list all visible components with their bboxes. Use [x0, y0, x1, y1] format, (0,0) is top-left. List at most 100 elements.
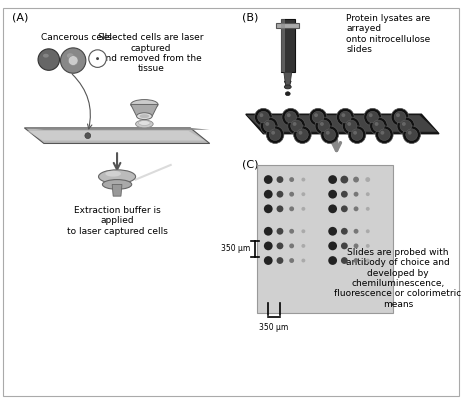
Circle shape [264, 175, 273, 184]
Circle shape [328, 227, 337, 236]
Circle shape [369, 113, 373, 117]
Circle shape [301, 259, 305, 263]
Polygon shape [27, 131, 205, 141]
Circle shape [391, 108, 409, 126]
Circle shape [365, 177, 370, 182]
Circle shape [351, 129, 363, 141]
Ellipse shape [105, 171, 121, 177]
Circle shape [96, 57, 99, 60]
Circle shape [276, 191, 283, 198]
Circle shape [373, 120, 384, 132]
Circle shape [85, 133, 91, 139]
Circle shape [364, 108, 382, 126]
Circle shape [297, 129, 308, 141]
Circle shape [394, 111, 406, 123]
Circle shape [289, 244, 294, 248]
Circle shape [293, 126, 311, 143]
Circle shape [289, 192, 294, 197]
Circle shape [397, 117, 415, 135]
Text: 350 μm: 350 μm [259, 323, 289, 332]
Polygon shape [24, 128, 210, 143]
Circle shape [264, 190, 273, 199]
Circle shape [276, 242, 283, 249]
Text: Selected cells are laser
captured
and removed from the
tissue: Selected cells are laser captured and re… [99, 33, 204, 74]
Circle shape [375, 126, 393, 143]
Circle shape [374, 122, 378, 126]
Ellipse shape [139, 114, 149, 118]
Ellipse shape [138, 120, 150, 125]
Circle shape [260, 117, 278, 135]
Circle shape [282, 108, 300, 126]
Circle shape [289, 177, 294, 182]
Circle shape [328, 190, 337, 199]
FancyArrowPatch shape [72, 74, 92, 129]
Polygon shape [284, 72, 292, 87]
Circle shape [337, 108, 354, 126]
Circle shape [320, 122, 324, 126]
Circle shape [301, 229, 305, 233]
Circle shape [408, 131, 411, 135]
Circle shape [354, 258, 358, 263]
Circle shape [288, 117, 305, 135]
Circle shape [285, 111, 297, 123]
Circle shape [269, 129, 281, 141]
Circle shape [381, 131, 384, 135]
Text: Extraction buffer is
applied
to laser captured cells: Extraction buffer is applied to laser ca… [67, 206, 167, 236]
Circle shape [328, 175, 337, 184]
Circle shape [287, 113, 291, 117]
Circle shape [276, 257, 283, 264]
Circle shape [341, 228, 348, 235]
Circle shape [354, 192, 358, 197]
Circle shape [339, 111, 351, 123]
Text: (C): (C) [242, 159, 258, 169]
Circle shape [328, 204, 337, 213]
Circle shape [366, 259, 370, 263]
Text: (B): (B) [242, 13, 258, 23]
Circle shape [265, 122, 269, 126]
Ellipse shape [102, 179, 132, 189]
Circle shape [342, 117, 360, 135]
Circle shape [264, 242, 273, 250]
Text: Cancerous cells: Cancerous cells [41, 33, 112, 42]
Circle shape [289, 258, 294, 263]
FancyBboxPatch shape [256, 165, 393, 313]
Circle shape [312, 111, 324, 123]
Circle shape [341, 191, 348, 198]
Circle shape [328, 256, 337, 265]
Circle shape [402, 122, 406, 126]
Circle shape [61, 48, 86, 73]
Ellipse shape [285, 92, 290, 96]
Text: (A): (A) [12, 13, 28, 23]
Circle shape [289, 206, 294, 211]
Ellipse shape [99, 170, 136, 183]
Circle shape [301, 207, 305, 211]
Ellipse shape [43, 54, 49, 58]
Polygon shape [131, 105, 158, 116]
Circle shape [340, 176, 348, 183]
Text: Slides are probed with
antibody of choice and
developed by
chemiluminescence,
fl: Slides are probed with antibody of choic… [334, 248, 462, 309]
Circle shape [276, 176, 283, 183]
Circle shape [366, 229, 370, 233]
Ellipse shape [136, 120, 153, 128]
Circle shape [264, 227, 273, 236]
Circle shape [354, 229, 358, 234]
Polygon shape [24, 128, 210, 130]
Circle shape [301, 244, 305, 248]
Circle shape [366, 244, 370, 248]
Ellipse shape [137, 113, 152, 120]
Circle shape [324, 129, 336, 141]
Circle shape [366, 192, 370, 196]
Circle shape [367, 111, 378, 123]
FancyBboxPatch shape [3, 8, 459, 396]
Circle shape [370, 117, 387, 135]
Circle shape [400, 120, 411, 132]
Circle shape [315, 117, 333, 135]
Circle shape [314, 113, 318, 117]
Circle shape [309, 108, 327, 126]
Circle shape [271, 131, 275, 135]
Circle shape [301, 192, 305, 196]
Circle shape [341, 113, 346, 117]
Circle shape [406, 129, 418, 141]
Circle shape [89, 50, 106, 67]
Circle shape [291, 120, 302, 132]
